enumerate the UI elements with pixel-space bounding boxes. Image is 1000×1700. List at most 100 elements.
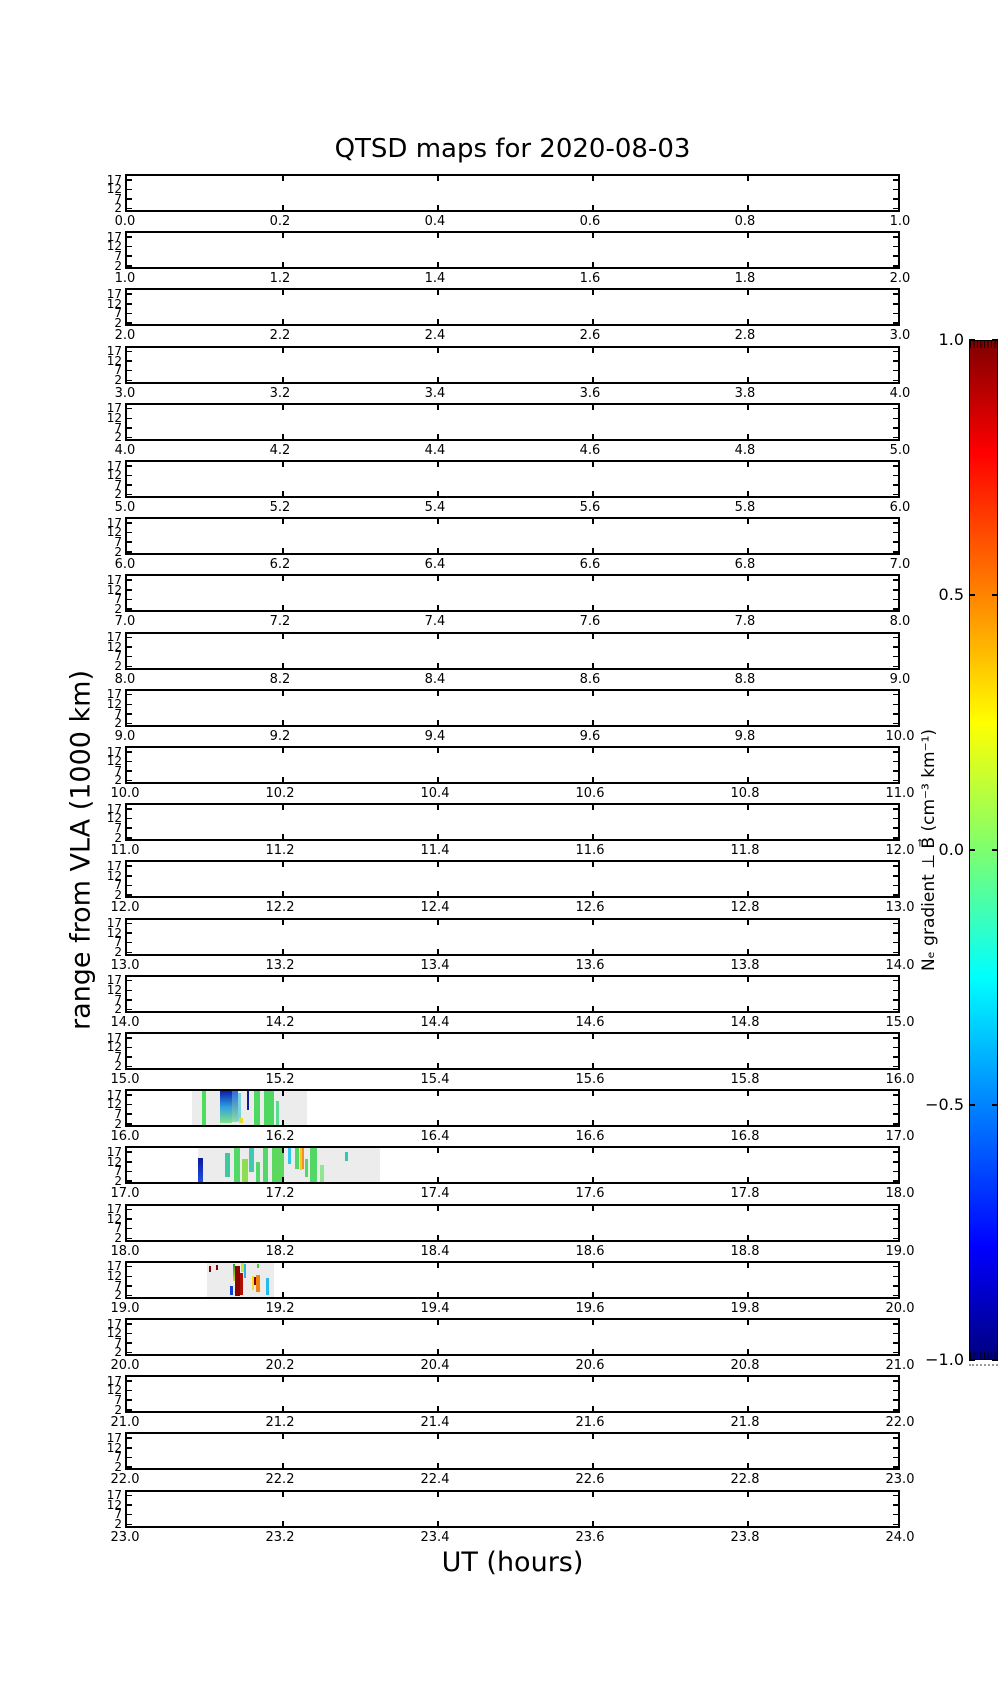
y-tick-label: 17 (106, 458, 122, 473)
x-tick-mark (282, 290, 284, 296)
y-tick-label: 12 (106, 182, 122, 197)
y-tick-mark (893, 1065, 898, 1068)
x-tick-mark (282, 633, 284, 639)
x-tick-label: 9.2 (269, 728, 291, 744)
y-tick-mark (127, 1008, 132, 1011)
panel-plot-area (127, 1262, 898, 1297)
y-tick-label: 2 (114, 430, 122, 445)
x-tick-label: 21.2 (265, 1415, 295, 1431)
y-tick-label: 7 (114, 306, 122, 321)
y-tick-mark (893, 951, 898, 954)
colorbar-tick-mark (992, 594, 998, 596)
y-tick-mark (893, 693, 898, 696)
data-mark (257, 1264, 259, 1269)
panel-hour-4 (125, 402, 900, 441)
data-mark (302, 1148, 304, 1169)
x-tick-label: 13.0 (885, 900, 915, 916)
x-tick-mark (592, 233, 594, 239)
x-tick-mark (282, 548, 284, 554)
x-tick-mark (437, 777, 439, 782)
x-tick-mark (747, 834, 749, 840)
x-tick-label: 7.2 (269, 614, 291, 630)
y-axis-label: range from VLA (1000 km) (65, 670, 97, 1030)
y-tick-mark (893, 770, 898, 772)
y-tick-label: 7 (114, 420, 122, 435)
panel-hour-23 (125, 1489, 900, 1528)
x-tick-mark (592, 433, 594, 439)
colorbar-tick-label: −1.0 (925, 1350, 964, 1369)
x-tick-label: 15.0 (110, 1072, 140, 1087)
x-tick-label: 9.4 (424, 728, 446, 744)
data-mark (264, 1091, 275, 1126)
x-tick-mark (282, 1005, 284, 1011)
x-tick-mark (282, 491, 284, 496)
x-tick-label: 12.4 (420, 900, 450, 916)
x-tick-mark (282, 1320, 284, 1325)
x-tick-label: 15.0 (885, 1014, 915, 1030)
x-tick-mark (747, 1034, 749, 1039)
x-tick-label: 16.0 (885, 1072, 915, 1087)
y-tick-label: 2 (114, 601, 122, 616)
x-tick-label: 14.2 (265, 1014, 295, 1030)
y-tick-mark (893, 293, 898, 295)
y-tick-mark (127, 1351, 132, 1354)
y-tick-label: 7 (114, 878, 122, 893)
x-tick-mark (437, 319, 439, 325)
y-tick-mark (127, 751, 132, 753)
x-tick-label: 1.0 (114, 271, 136, 287)
x-tick-mark (437, 1005, 439, 1011)
x-tick-mark (437, 205, 439, 210)
y-tick-label: 2 (114, 1059, 122, 1074)
panel-plot-area (127, 1148, 898, 1183)
panel-hour-21 (125, 1375, 900, 1414)
y-tick-mark (893, 1294, 898, 1297)
x-tick-mark (747, 433, 749, 439)
x-tick-label: 6.8 (734, 557, 756, 573)
y-tick-mark (127, 417, 132, 420)
y-tick-mark (127, 303, 132, 305)
x-tick-mark (592, 1434, 594, 1440)
x-tick-label: 3.0 (889, 328, 911, 344)
y-tick-mark (893, 1323, 898, 1325)
x-tick-mark (747, 1434, 749, 1440)
x-tick-label: 23.0 (885, 1472, 915, 1488)
y-tick-mark (893, 779, 898, 782)
x-tick-label: 17.0 (110, 1186, 140, 1202)
panel-plot-area (127, 1434, 898, 1469)
x-tick-mark (282, 1262, 284, 1268)
y-tick-mark (893, 360, 898, 362)
x-tick-mark (282, 1491, 284, 1497)
x-tick-mark (437, 1205, 439, 1211)
colorbar-tick-mark (969, 594, 975, 596)
x-tick-label: 17.4 (420, 1186, 450, 1202)
y-tick-label: 17 (106, 229, 122, 244)
x-tick-label: 10.0 (885, 728, 915, 744)
x-tick-label: 9.0 (114, 728, 136, 744)
panel-hour-10 (125, 746, 900, 784)
x-tick-mark (747, 633, 749, 639)
y-tick-mark (127, 1218, 132, 1220)
y-tick-mark (127, 760, 132, 763)
x-tick-mark (437, 176, 439, 181)
y-tick-mark (893, 760, 898, 763)
x-tick-mark (592, 1148, 594, 1154)
x-tick-mark (747, 233, 749, 239)
x-tick-mark (437, 233, 439, 239)
x-tick-label: 7.0 (114, 614, 136, 630)
y-tick-mark (127, 579, 132, 581)
y-tick-mark (127, 369, 132, 372)
y-tick-mark (127, 1437, 132, 1439)
x-tick-label: 19.6 (575, 1300, 605, 1316)
x-tick-label: 23.4 (420, 1529, 450, 1545)
y-tick-label: 2 (114, 487, 122, 502)
y-tick-label: 2 (114, 716, 122, 731)
x-tick-label: 20.8 (730, 1358, 760, 1373)
data-coverage-region (192, 1091, 307, 1126)
x-tick-label: 8.2 (269, 671, 291, 687)
x-tick-label: 21.6 (575, 1415, 605, 1431)
x-tick-mark (592, 548, 594, 554)
data-mark (233, 1148, 241, 1183)
panel-plot-area (127, 1377, 898, 1412)
y-tick-mark (893, 541, 898, 543)
panel-hour-7 (125, 574, 900, 613)
